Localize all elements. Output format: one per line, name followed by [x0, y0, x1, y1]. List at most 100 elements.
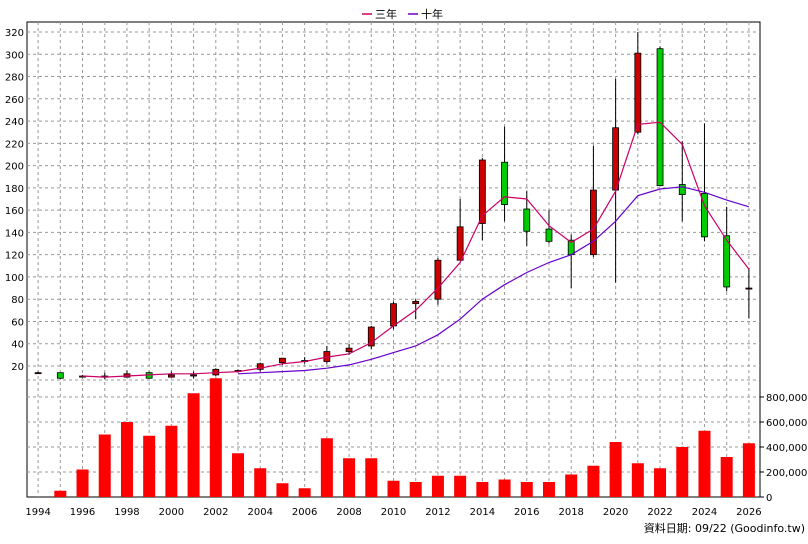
candle	[434, 258, 442, 305]
volume-tick-label: 600,000	[766, 418, 807, 429]
candle-body	[345, 347, 353, 352]
price-tick-label: 320	[5, 28, 24, 39]
candle	[723, 206, 731, 292]
price-tick-label: 80	[11, 295, 24, 306]
volume-bar	[409, 482, 422, 497]
candle-body	[590, 189, 597, 256]
volume-bar	[387, 480, 400, 497]
volume-bar	[565, 474, 578, 497]
volume-bar	[542, 482, 555, 497]
candle-body	[412, 301, 420, 305]
legend: 三年 十年	[362, 7, 443, 21]
year-tick-label: 2018	[558, 507, 583, 518]
candle	[101, 372, 109, 380]
candle-body	[656, 48, 664, 187]
volume-bar	[120, 422, 133, 497]
volume-bar	[587, 465, 600, 497]
candle-body	[678, 184, 686, 195]
year-tick-label: 2026	[736, 507, 761, 518]
candle-body	[523, 208, 531, 232]
price-tick-label: 100	[5, 273, 24, 284]
volume-bar	[676, 447, 689, 497]
year-tick-label: 2008	[336, 507, 361, 518]
candle	[256, 362, 264, 372]
candle	[612, 78, 620, 283]
ma3-line	[82, 121, 750, 378]
candle	[56, 372, 64, 380]
volume-bar	[320, 438, 333, 497]
price-tick-label: 60	[11, 317, 24, 328]
volume-bar	[609, 442, 622, 497]
candle-body	[723, 235, 731, 288]
volume-bar	[209, 378, 222, 497]
candle	[456, 199, 464, 261]
candle-body	[390, 303, 397, 327]
year-tick-label: 1998	[114, 507, 139, 518]
candle-body	[279, 357, 286, 364]
candle	[323, 345, 331, 364]
year-tick-label: 1994	[25, 507, 50, 518]
price-tick-label: 300	[5, 50, 24, 61]
volume-bar	[431, 475, 444, 497]
volume-tick-label: 200,000	[766, 468, 807, 479]
price-tick-label: 240	[5, 117, 24, 128]
candle-body	[34, 372, 42, 375]
volume-bar	[454, 475, 467, 497]
candle	[678, 141, 686, 222]
year-tick-label: 2010	[381, 507, 406, 518]
volume-bar	[276, 483, 289, 497]
price-tick-label: 140	[5, 228, 24, 239]
volume-bar	[54, 490, 67, 497]
candle-body	[545, 228, 553, 242]
candle	[590, 145, 597, 257]
price-tick-label: 200	[5, 162, 24, 173]
candle	[412, 299, 420, 320]
year-tick-label: 2006	[292, 507, 317, 518]
volume-bar	[498, 479, 511, 497]
price-tick-label: 180	[5, 184, 24, 195]
volume-bar	[254, 468, 267, 497]
volume-tick-label: 0	[766, 493, 772, 504]
candle	[745, 268, 753, 319]
volume-bar	[298, 488, 311, 497]
candlesticks	[34, 32, 753, 380]
price-tick-label: 40	[11, 340, 24, 351]
year-tick-label: 2022	[647, 507, 672, 518]
volume-bar	[720, 457, 733, 497]
candle-body	[501, 161, 508, 205]
year-tick-label: 2014	[470, 507, 495, 518]
volume-bar	[76, 469, 89, 497]
candle	[478, 157, 486, 241]
candle-body	[612, 127, 620, 191]
volume-bar	[631, 463, 644, 497]
year-tick-label: 2016	[514, 507, 539, 518]
year-tick-label: 2002	[203, 507, 228, 518]
candle	[545, 210, 553, 244]
price-tick-label: 120	[5, 251, 24, 262]
candle-body	[167, 374, 175, 378]
year-tick-label: 2024	[692, 507, 717, 518]
candle-body	[367, 326, 375, 347]
candle	[190, 371, 197, 379]
candle	[345, 343, 353, 355]
volume-bars	[54, 378, 755, 497]
candle-body	[478, 159, 486, 224]
volume-bar	[165, 425, 178, 497]
candle	[501, 126, 508, 222]
candle	[701, 123, 708, 242]
price-tick-label: 280	[5, 73, 24, 84]
year-tick-label: 2004	[248, 507, 273, 518]
year-tick-label: 2000	[159, 507, 184, 518]
grid	[26, 21, 761, 498]
candle-body	[434, 259, 442, 300]
volume-bar	[476, 482, 489, 497]
candle-body	[256, 363, 264, 370]
price-tick-label: 160	[5, 206, 24, 217]
volume-bar	[187, 393, 200, 497]
candle-body	[56, 372, 64, 379]
volume-bar	[742, 443, 755, 497]
year-tick-label: 1996	[70, 507, 95, 518]
candle	[367, 325, 375, 350]
